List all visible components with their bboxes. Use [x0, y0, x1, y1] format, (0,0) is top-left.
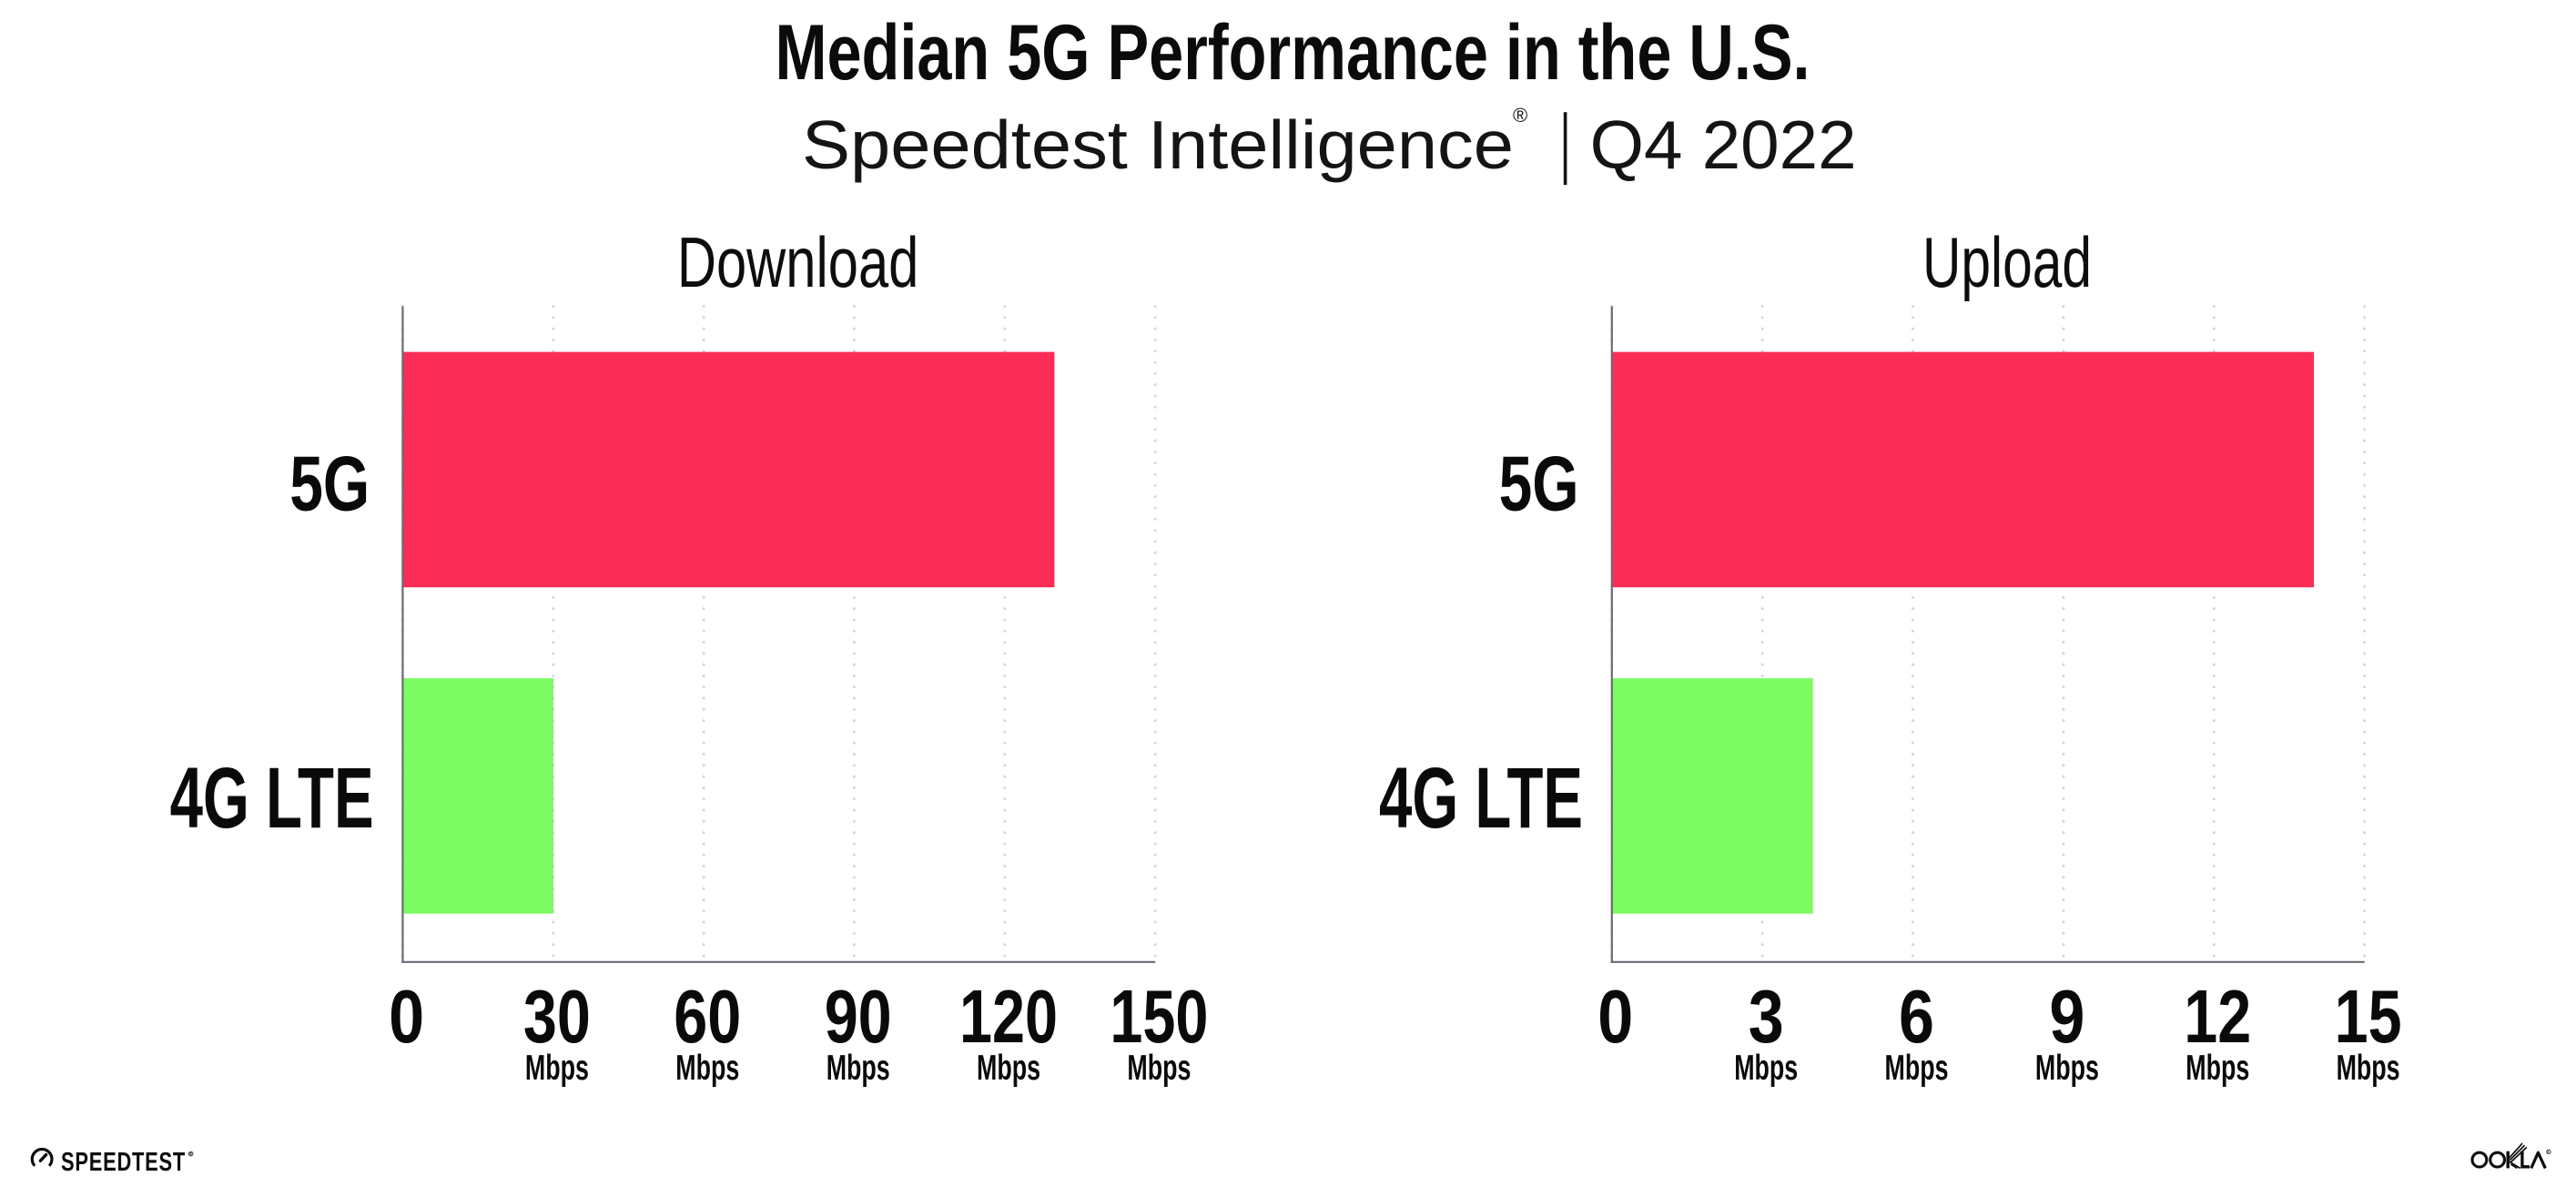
svg-text:SPEEDTEST: SPEEDTEST — [61, 1148, 186, 1177]
svg-text:60: 60 — [674, 975, 741, 1059]
svg-text:5G: 5G — [1499, 441, 1579, 528]
svg-text:Median 5G Performance in the U: Median 5G Performance in the U.S. — [776, 9, 1810, 96]
svg-text:9: 9 — [2049, 975, 2084, 1059]
svg-text:Speedtest Intelligence: Speedtest Intelligence — [802, 107, 1514, 183]
svg-text:®: ® — [1513, 104, 1527, 127]
svg-text:Mbps: Mbps — [2035, 1049, 2099, 1088]
svg-text:Mbps: Mbps — [2186, 1049, 2249, 1088]
svg-text:4G LTE: 4G LTE — [170, 750, 374, 847]
svg-text:4G LTE: 4G LTE — [1379, 750, 1583, 847]
svg-text:150: 150 — [1110, 975, 1208, 1059]
svg-text:Download: Download — [677, 222, 919, 302]
svg-text:6: 6 — [1899, 975, 1934, 1059]
svg-text:90: 90 — [825, 975, 892, 1059]
svg-text:Mbps: Mbps — [2337, 1049, 2400, 1088]
svg-text:30: 30 — [523, 975, 591, 1059]
svg-text:Mbps: Mbps — [1885, 1049, 1949, 1088]
svg-text:Mbps: Mbps — [1734, 1049, 1798, 1088]
svg-text:0: 0 — [389, 975, 424, 1059]
svg-text:3: 3 — [1749, 975, 1784, 1059]
svg-text:Mbps: Mbps — [675, 1049, 739, 1088]
svg-text:5G: 5G — [289, 441, 370, 528]
svg-text:Mbps: Mbps — [977, 1049, 1040, 1088]
svg-text:Mbps: Mbps — [525, 1049, 589, 1088]
svg-text:12: 12 — [2184, 975, 2251, 1059]
svg-text:120: 120 — [959, 975, 1058, 1059]
svg-text:Mbps: Mbps — [827, 1049, 890, 1088]
svg-text:15: 15 — [2335, 975, 2402, 1059]
svg-text:Mbps: Mbps — [1127, 1049, 1191, 1088]
svg-text:Q4 2022: Q4 2022 — [1590, 107, 1857, 183]
svg-text:0: 0 — [1597, 975, 1633, 1059]
svg-text:Upload: Upload — [1922, 222, 2092, 302]
